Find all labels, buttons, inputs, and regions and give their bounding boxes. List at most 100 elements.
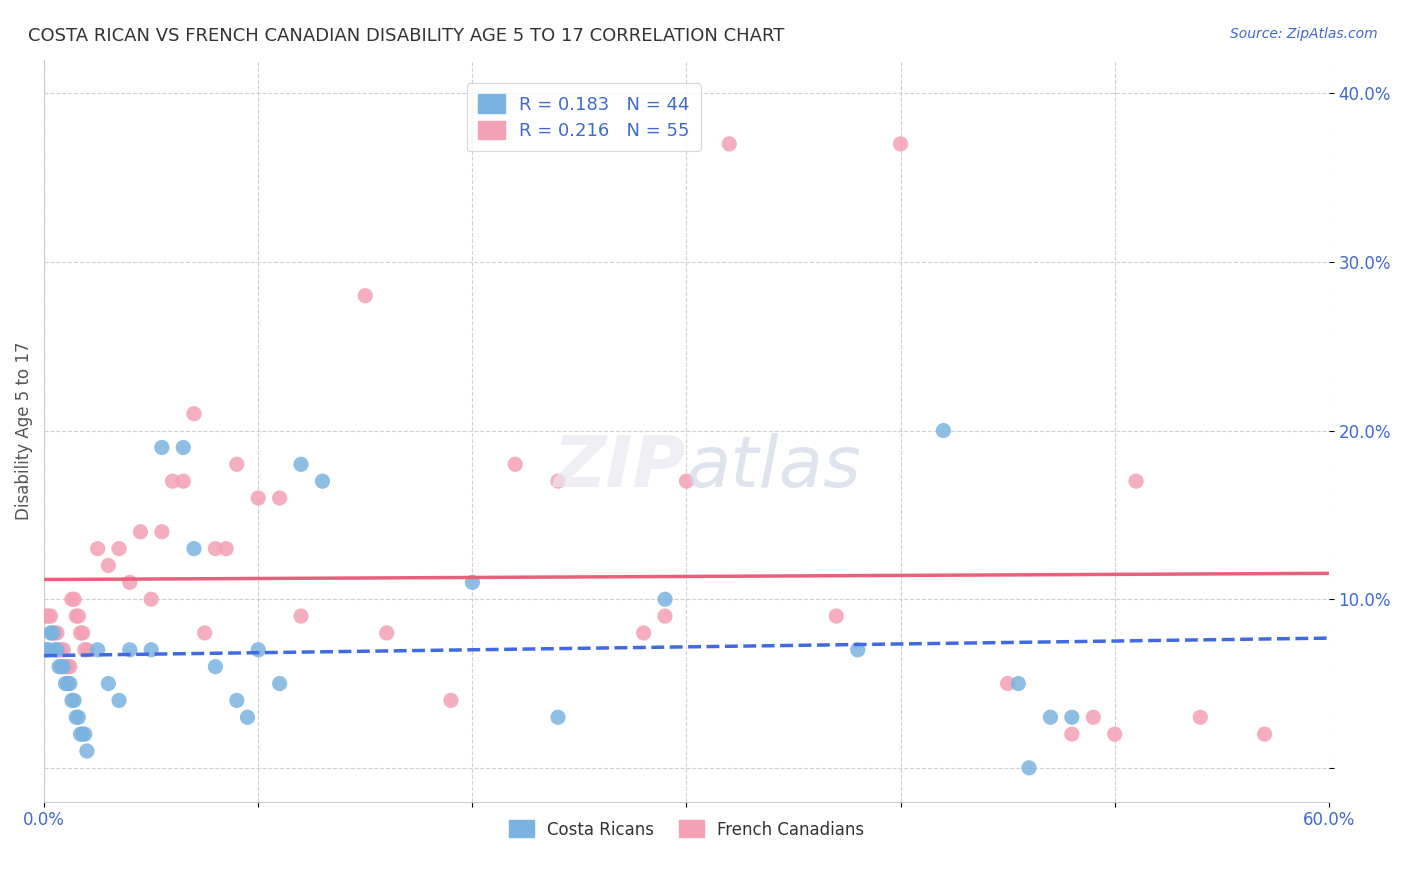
Point — [547, 710, 569, 724]
Point — [440, 693, 463, 707]
Point — [73, 642, 96, 657]
Point — [39, 626, 62, 640]
Point — [1007, 676, 1029, 690]
Point — [48, 659, 70, 673]
Point — [236, 710, 259, 724]
Point — [118, 575, 141, 590]
Point — [1060, 710, 1083, 724]
Point — [59, 676, 82, 690]
Point — [76, 642, 98, 657]
Point — [37, 609, 59, 624]
Point — [67, 609, 90, 624]
Point — [1018, 761, 1040, 775]
Legend: Costa Ricans, French Canadians: Costa Ricans, French Canadians — [502, 814, 870, 846]
Point — [1125, 474, 1147, 488]
Point — [97, 676, 120, 690]
Point — [354, 288, 377, 302]
Point — [41, 626, 63, 640]
Point — [503, 458, 526, 472]
Text: ZIP: ZIP — [554, 434, 686, 502]
Point — [1104, 727, 1126, 741]
Point — [76, 744, 98, 758]
Point — [194, 626, 217, 640]
Point — [63, 592, 86, 607]
Point — [172, 441, 194, 455]
Point — [1039, 710, 1062, 724]
Point — [932, 424, 955, 438]
Point — [51, 642, 73, 657]
Point — [72, 626, 94, 640]
Point — [37, 642, 59, 657]
Point — [73, 727, 96, 741]
Point — [39, 609, 62, 624]
Point — [52, 642, 75, 657]
Point — [35, 642, 58, 657]
Point — [67, 710, 90, 724]
Point — [86, 642, 108, 657]
Point — [35, 609, 58, 624]
Point — [547, 474, 569, 488]
Point — [718, 136, 741, 151]
Point — [1060, 727, 1083, 741]
Point — [825, 609, 848, 624]
Point — [141, 592, 163, 607]
Point — [86, 541, 108, 556]
Point — [44, 642, 66, 657]
Point — [215, 541, 238, 556]
Point — [162, 474, 184, 488]
Point — [846, 642, 869, 657]
Point — [461, 575, 484, 590]
Point — [41, 626, 63, 640]
Point — [269, 676, 291, 690]
Point — [51, 659, 73, 673]
Point — [52, 659, 75, 673]
Point — [60, 592, 83, 607]
Point — [118, 642, 141, 657]
Point — [654, 609, 676, 624]
Point — [290, 609, 312, 624]
Point — [633, 626, 655, 640]
Point — [65, 710, 87, 724]
Point — [204, 659, 226, 673]
Point — [150, 524, 173, 539]
Point — [59, 659, 82, 673]
Point — [150, 441, 173, 455]
Point — [675, 474, 697, 488]
Point — [97, 558, 120, 573]
Point — [225, 693, 247, 707]
Point — [172, 474, 194, 488]
Point — [141, 642, 163, 657]
Point — [65, 609, 87, 624]
Point — [69, 727, 91, 741]
Y-axis label: Disability Age 5 to 17: Disability Age 5 to 17 — [15, 342, 32, 520]
Point — [72, 727, 94, 741]
Point — [204, 541, 226, 556]
Point — [108, 541, 131, 556]
Point — [225, 458, 247, 472]
Point — [60, 693, 83, 707]
Point — [1083, 710, 1105, 724]
Text: atlas: atlas — [686, 434, 860, 502]
Point — [183, 541, 205, 556]
Point — [183, 407, 205, 421]
Point — [129, 524, 152, 539]
Point — [56, 676, 79, 690]
Point — [654, 592, 676, 607]
Point — [44, 626, 66, 640]
Point — [69, 626, 91, 640]
Point — [375, 626, 398, 640]
Point — [1189, 710, 1212, 724]
Point — [55, 676, 77, 690]
Point — [290, 458, 312, 472]
Point — [247, 491, 270, 505]
Point — [46, 626, 69, 640]
Point — [48, 642, 70, 657]
Text: COSTA RICAN VS FRENCH CANADIAN DISABILITY AGE 5 TO 17 CORRELATION CHART: COSTA RICAN VS FRENCH CANADIAN DISABILIT… — [28, 27, 785, 45]
Point — [997, 676, 1019, 690]
Point — [55, 659, 77, 673]
Point — [890, 136, 912, 151]
Point — [247, 642, 270, 657]
Text: Source: ZipAtlas.com: Source: ZipAtlas.com — [1230, 27, 1378, 41]
Point — [46, 642, 69, 657]
Point — [311, 474, 333, 488]
